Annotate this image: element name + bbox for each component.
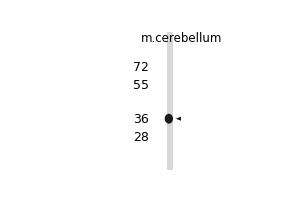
Text: 72: 72: [133, 61, 149, 74]
Bar: [167, 32, 173, 170]
Text: m.cerebellum: m.cerebellum: [141, 32, 222, 45]
Text: 55: 55: [133, 79, 149, 92]
Text: 36: 36: [133, 113, 149, 126]
Text: 28: 28: [133, 131, 149, 144]
Polygon shape: [176, 117, 181, 121]
Ellipse shape: [165, 114, 173, 124]
